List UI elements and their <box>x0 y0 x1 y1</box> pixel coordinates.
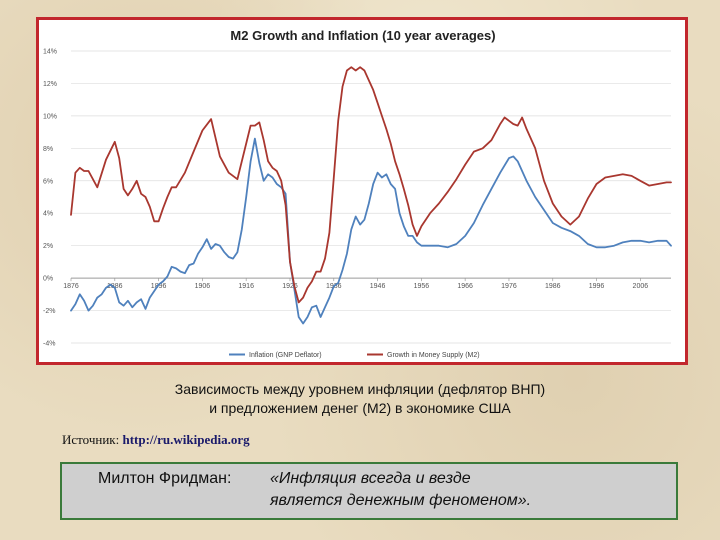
caption-line-1: Зависимость между уровнем инфляции (дефл… <box>174 381 546 397</box>
y-axis-ticks: 14% 12% 10% 8% 6% 4% 2% 0% -2% -4% <box>43 49 57 348</box>
source-note: Источник: http://ru.wikipedia.org <box>62 432 250 448</box>
series-line-inflation <box>70 137 672 325</box>
x-tick-label: 1916 <box>238 283 254 290</box>
quote-author: Милтон Фридман: <box>98 470 232 487</box>
series-line-m2-growth <box>70 66 672 304</box>
x-tick-label: 2006 <box>633 283 649 290</box>
x-tick-label: 1966 <box>457 283 473 290</box>
x-tick-label: 1926 <box>282 283 298 290</box>
chart-caption: Зависимость между уровнем инфляции (дефл… <box>0 380 720 418</box>
legend-label: Inflation (GNP Deflator) <box>249 352 322 359</box>
y-tick-label: 14% <box>43 49 57 56</box>
y-tick-label: 8% <box>43 146 53 153</box>
x-tick-label: 1976 <box>501 283 517 290</box>
y-tick-label: 10% <box>43 113 57 120</box>
y-tick-label: 2% <box>43 243 53 250</box>
quote-line-1: «Инфляция всегда и везде <box>270 470 471 487</box>
x-tick-label: 1886 <box>107 283 123 290</box>
chart-title: M2 Growth and Inflation (10 year average… <box>230 28 495 43</box>
x-tick-label: 1956 <box>414 283 430 290</box>
y-tick-label: 4% <box>43 211 53 218</box>
x-tick-label: 1946 <box>370 283 386 290</box>
grid <box>71 50 671 344</box>
x-tick-label: 1986 <box>545 283 561 290</box>
series-lines <box>70 66 672 325</box>
y-tick-label: -2% <box>43 308 55 315</box>
legend-label: Growth in Money Supply (M2) <box>387 352 480 359</box>
source-label: Источник: <box>62 432 120 447</box>
y-tick-label: 0% <box>43 276 53 283</box>
x-axis-ticks: 1876 1886 1896 1906 1916 1926 1936 1946 1956 1966… <box>63 278 648 290</box>
quote-box: Милтон Фридман: «Инфляция всегда и везде… <box>60 462 678 520</box>
line-chart: M2 Growth and Inflation (10 year average… <box>43 28 672 359</box>
source-url: http://ru.wikipedia.org <box>122 432 250 447</box>
chart-panel: M2 Growth and Inflation (10 year average… <box>36 17 688 365</box>
x-tick-label: 1906 <box>195 283 211 290</box>
x-tick-label: 1996 <box>589 283 605 290</box>
y-tick-label: 12% <box>43 81 57 88</box>
quote-line-2: является денежным феноменом». <box>270 492 532 509</box>
x-tick-label: 1896 <box>151 283 167 290</box>
y-tick-label: 6% <box>43 178 53 185</box>
x-tick-label: 1876 <box>63 283 79 290</box>
legend: Inflation (GNP Deflator) Growth in Money … <box>229 352 480 359</box>
caption-line-2: и предложением денег (М2) в экономике СШ… <box>209 400 511 416</box>
y-tick-label: -4% <box>43 341 55 348</box>
